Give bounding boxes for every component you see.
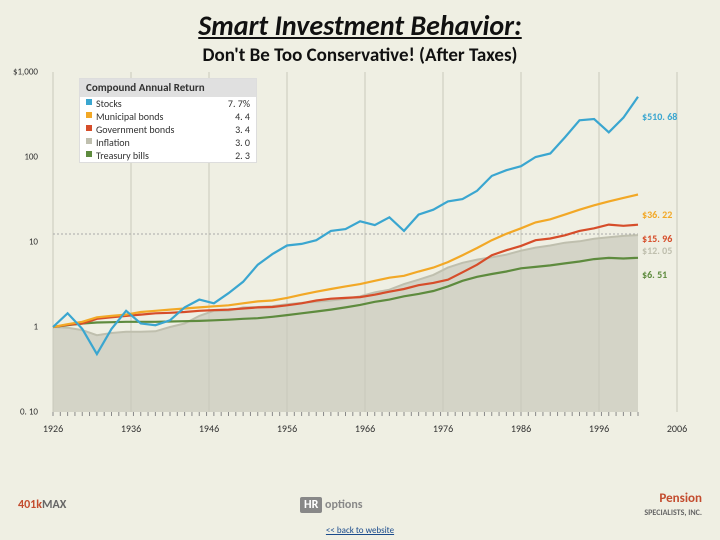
legend-header: Compound Annual Return (80, 79, 256, 97)
legend-row: Government bonds3. 4 (80, 123, 256, 136)
x-tick: 1956 (277, 422, 297, 435)
series-end-label: $36. 22 (642, 208, 672, 221)
back-link[interactable]: << back to website (0, 525, 720, 536)
x-tick: 2006 (667, 422, 687, 435)
x-tick: 1966 (355, 422, 375, 435)
series-end-label: $6. 51 (642, 268, 667, 281)
logo-pension: PensionSPECIALISTS, INC. (644, 492, 702, 518)
legend-row: Municipal bonds4. 4 (80, 110, 256, 123)
logo-401kmax: 401kMAX (18, 498, 66, 512)
logo-hroptions: HR options (300, 498, 363, 512)
legend-row: Treasury bills2. 3 (80, 149, 256, 162)
series-end-label: $12. 05 (642, 244, 672, 257)
y-tick: 1 (0, 322, 38, 333)
slide-title: Smart Investment Behavior: (0, 8, 720, 43)
series-end-label: $510. 68 (642, 110, 677, 123)
chart-area: Compound Annual Return Stocks7. 7%Munici… (18, 72, 702, 452)
x-tick: 1976 (433, 422, 453, 435)
x-tick: 1986 (511, 422, 531, 435)
x-tick: 1946 (199, 422, 219, 435)
x-tick: 1996 (589, 422, 609, 435)
y-tick: 0. 10 (0, 407, 38, 418)
x-tick: 1936 (121, 422, 141, 435)
footer: 401kMAX HR options PensionSPECIALISTS, I… (0, 480, 720, 540)
y-tick: $1,000 (0, 67, 38, 78)
legend-row: Inflation3. 0 (80, 136, 256, 149)
slide-subtitle: Don't Be Too Conservative! (After Taxes) (0, 44, 720, 67)
x-tick: 1926 (43, 422, 63, 435)
y-tick: 100 (0, 152, 38, 163)
y-tick: 10 (0, 237, 38, 248)
legend-box: Compound Annual Return Stocks7. 7%Munici… (80, 79, 256, 162)
legend-row: Stocks7. 7% (80, 97, 256, 110)
